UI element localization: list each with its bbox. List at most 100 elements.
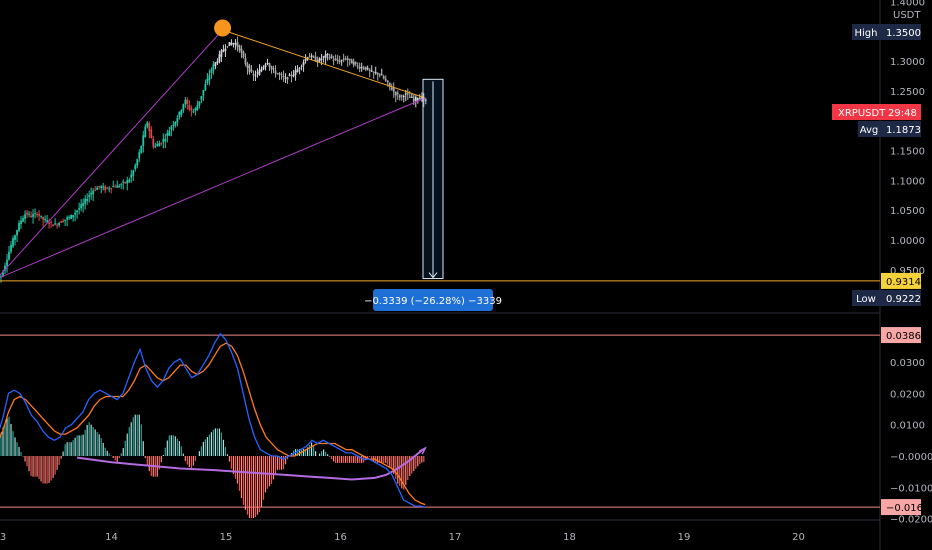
lower-trendline xyxy=(0,97,426,279)
candle-body xyxy=(252,73,255,76)
candle-body xyxy=(42,217,44,220)
candle-body xyxy=(66,217,69,220)
candle-body xyxy=(396,92,399,95)
level-value: 0.9314 xyxy=(886,277,921,288)
candle-body xyxy=(222,49,225,52)
macd-signal-line xyxy=(0,342,426,506)
candle-body xyxy=(414,96,417,101)
price-tick-label: 1.2500 xyxy=(890,87,925,98)
price-axis[interactable]: 1.4000 1.3000 1.2500 1.1500 1.1000 1.0500 1.00… xyxy=(832,0,925,306)
candle-body xyxy=(134,165,137,170)
candle-body xyxy=(152,138,155,147)
candle-body xyxy=(202,89,205,96)
candle-body xyxy=(236,41,239,47)
candle-body xyxy=(184,99,187,105)
candle-body xyxy=(94,189,97,191)
avg-value-bg xyxy=(881,121,921,137)
candle-body xyxy=(330,55,333,58)
candle-body xyxy=(182,104,185,111)
candle-body xyxy=(174,121,177,126)
candle-body xyxy=(276,73,279,75)
price-tick-label: 1.0000 xyxy=(890,236,925,247)
candle-body xyxy=(262,66,265,69)
candle-body xyxy=(52,224,55,227)
price-tick-label: 1.0500 xyxy=(890,206,925,217)
candle-body xyxy=(112,186,115,188)
candle-body xyxy=(114,186,117,188)
candle-body xyxy=(368,69,371,71)
candle-body xyxy=(386,80,389,83)
candle-body xyxy=(126,180,129,184)
candle-body xyxy=(270,66,273,70)
price-pane[interactable] xyxy=(0,36,427,286)
candle-body xyxy=(70,214,73,219)
candle-body xyxy=(160,142,163,144)
candle-body xyxy=(408,96,411,98)
candle-body xyxy=(26,212,28,215)
candle-body xyxy=(220,50,223,57)
candle-body xyxy=(200,95,203,100)
candle-body xyxy=(12,238,14,247)
low-label-bg xyxy=(852,290,881,306)
candle-body xyxy=(424,99,427,101)
candle-body xyxy=(108,188,111,190)
candle-body xyxy=(390,87,393,90)
candle-body xyxy=(98,186,101,188)
candle-body xyxy=(82,203,85,206)
current-symbol: XRPUSDT xyxy=(838,108,886,119)
candle-body xyxy=(342,58,345,60)
candle-body xyxy=(218,54,221,62)
candle-body xyxy=(246,63,249,69)
candle-body xyxy=(78,208,81,210)
drawing-overlays[interactable]: −0.3339 (−26.28%) −3339 xyxy=(0,19,880,311)
candle-body xyxy=(336,59,339,61)
candle-body xyxy=(412,99,415,101)
candle-body xyxy=(224,48,227,51)
candle-body xyxy=(40,215,42,217)
candle-body xyxy=(316,59,319,63)
candle-body xyxy=(406,93,409,95)
candle-body xyxy=(118,186,121,188)
candle-body xyxy=(324,54,327,58)
candle-body xyxy=(64,219,67,221)
candle-body xyxy=(166,133,169,136)
candle-body xyxy=(110,188,113,190)
candle-body xyxy=(258,70,261,75)
candle-body xyxy=(60,221,63,223)
candle-body xyxy=(46,220,48,222)
candle-body xyxy=(308,56,311,58)
candle-body xyxy=(100,186,103,188)
candle-body xyxy=(244,58,247,64)
candle-body xyxy=(136,159,139,166)
candle-body xyxy=(164,138,167,141)
high-tag-label: High xyxy=(855,28,878,39)
candle-body xyxy=(344,58,347,60)
candle-body xyxy=(212,64,215,71)
candle-body xyxy=(90,192,93,195)
candle-body xyxy=(354,61,357,64)
currency-label: USDT xyxy=(893,10,921,21)
candle-body xyxy=(318,58,321,62)
candle-body xyxy=(16,230,18,236)
time-axis[interactable]: 3 14 15 16 17 18 19 20 xyxy=(0,532,805,543)
macd-axis[interactable]: 0.0300 0.0200 0.0100 −0.0000 −0.0100 −0.0200 0… xyxy=(881,327,932,526)
candle-body xyxy=(132,170,135,176)
candle-body xyxy=(320,58,323,60)
candle-body xyxy=(68,216,71,218)
candle-body xyxy=(180,110,183,115)
macd-indicator-pane[interactable] xyxy=(0,332,880,519)
candle-body xyxy=(332,59,335,61)
candle-body xyxy=(338,60,341,63)
candle-body xyxy=(266,62,269,64)
macd-level-tag-text: 0.0386 xyxy=(886,331,921,342)
time-tick-label: 15 xyxy=(220,532,233,543)
candle-body xyxy=(254,75,257,77)
candle-body xyxy=(372,71,375,73)
candle-body xyxy=(292,74,295,77)
macd-tick-label: −0.0000 xyxy=(890,452,932,463)
candle-body xyxy=(76,210,79,213)
candle-body xyxy=(86,199,89,201)
candle-body xyxy=(144,126,147,138)
candle-body xyxy=(102,186,105,188)
